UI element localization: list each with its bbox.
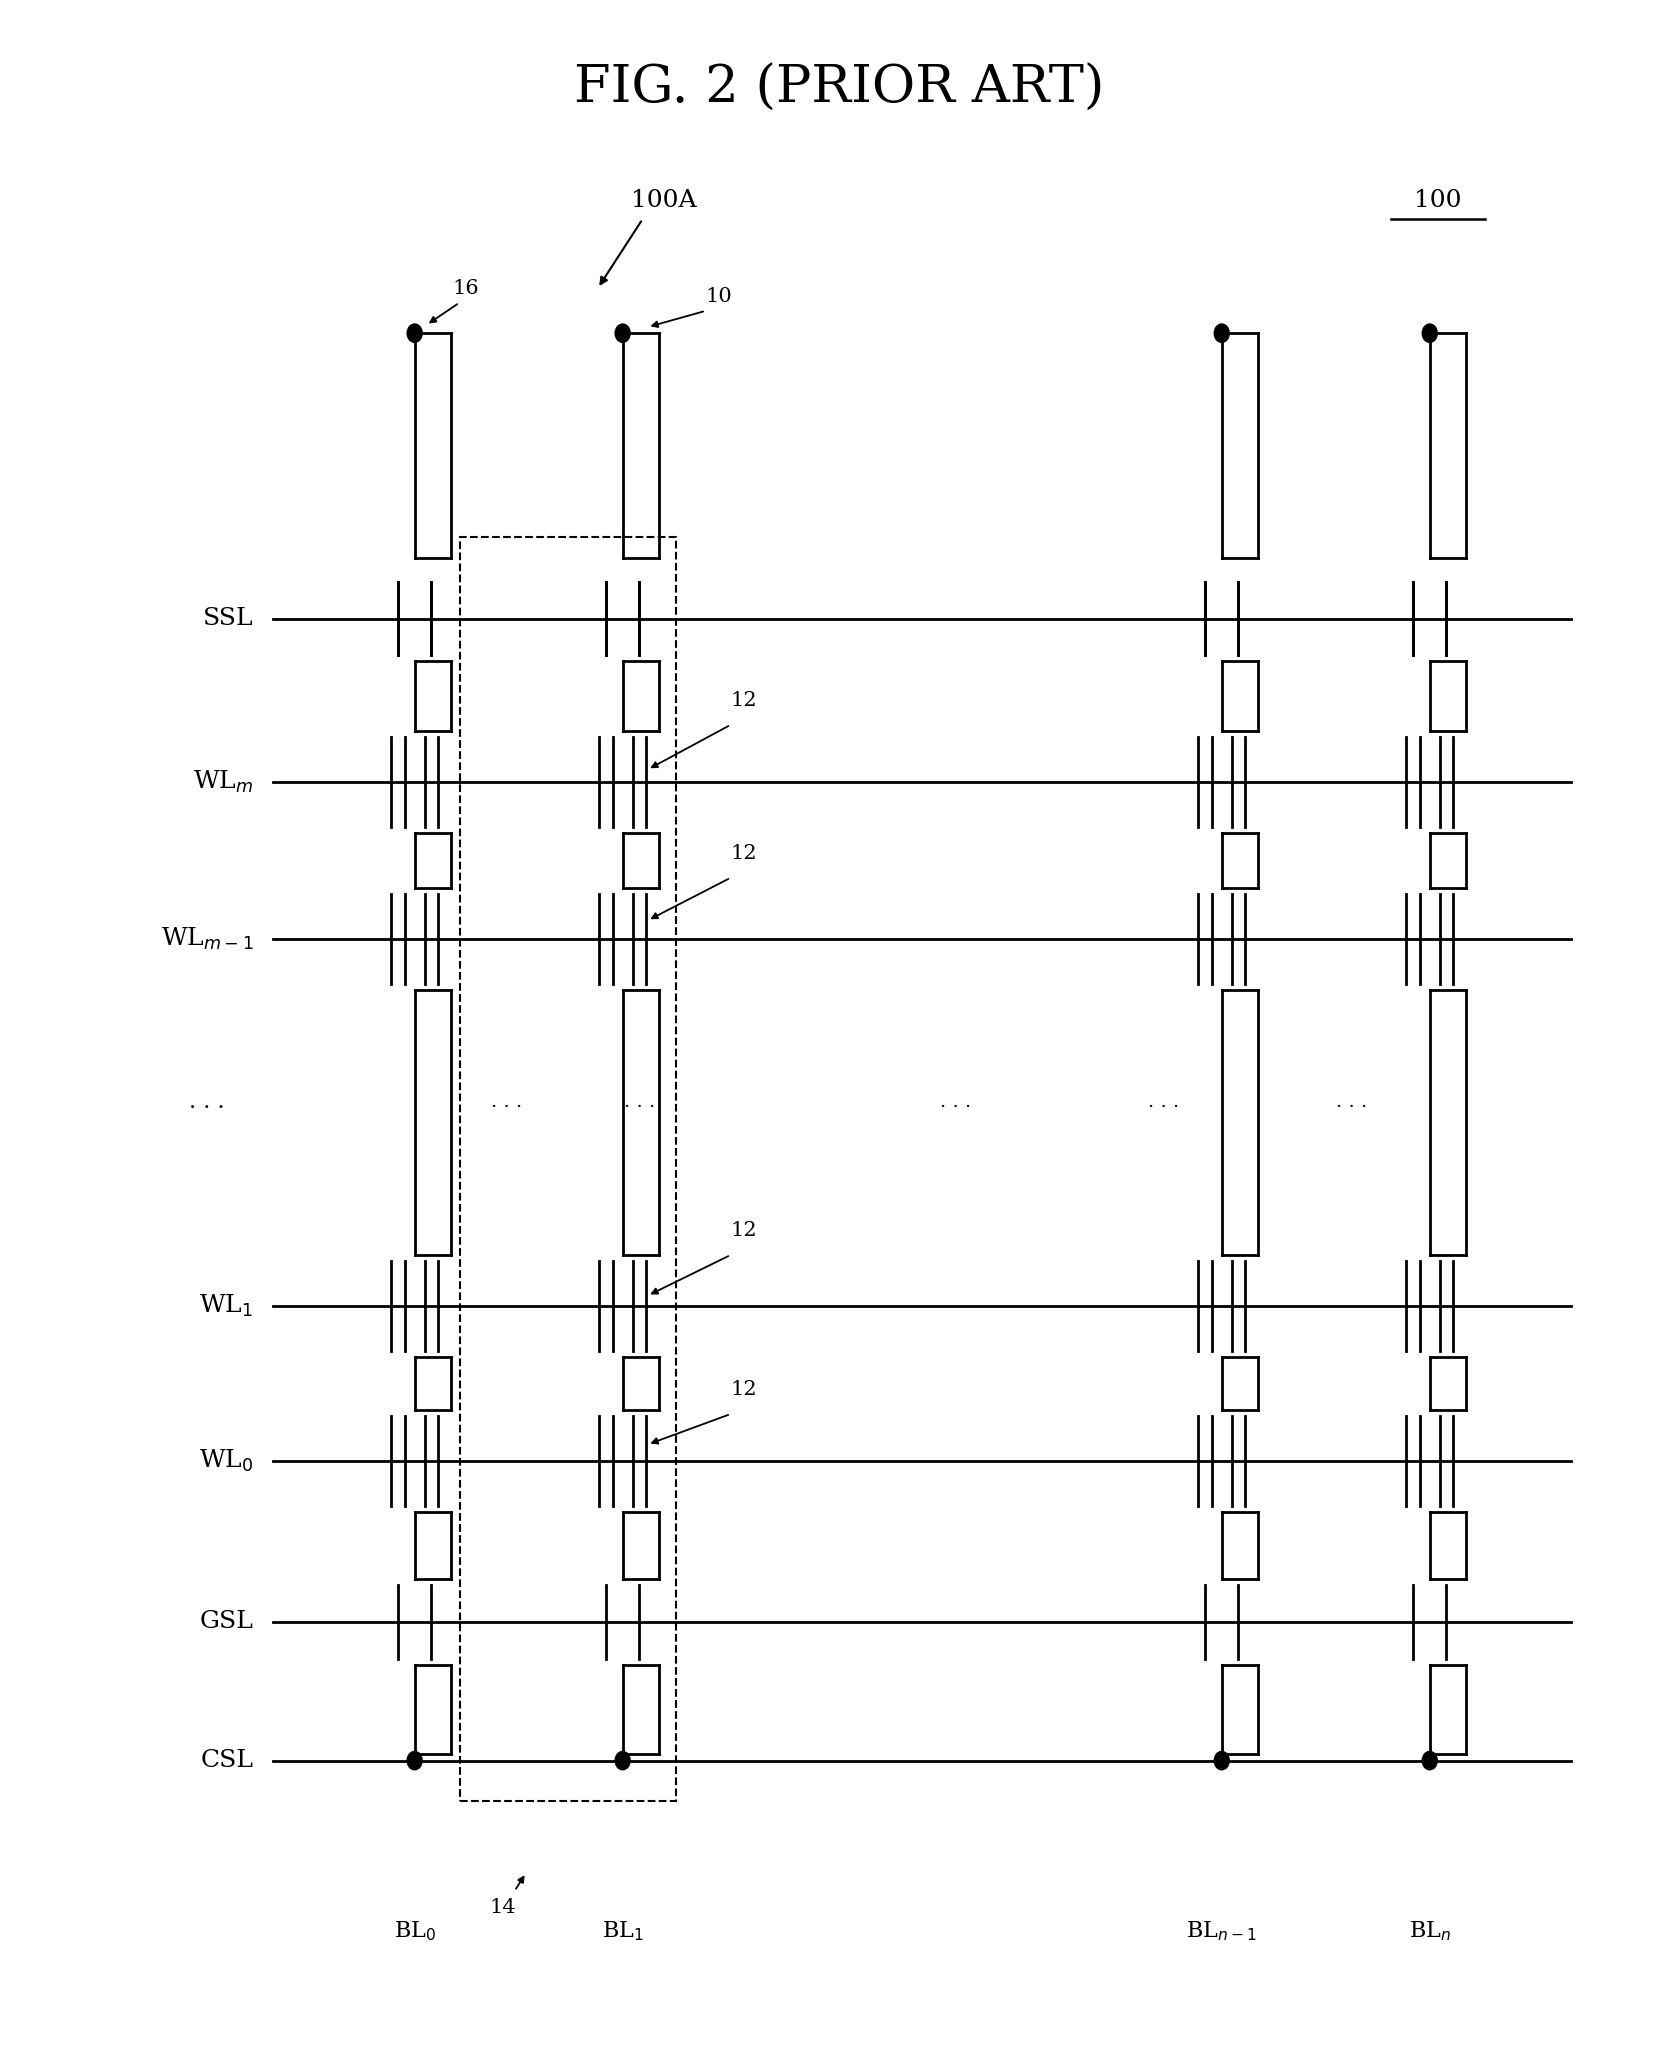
Text: WL$_{m-1}$: WL$_{m-1}$ bbox=[161, 926, 253, 953]
Circle shape bbox=[616, 324, 631, 343]
Text: 12: 12 bbox=[732, 690, 757, 710]
Text: WL$_m$: WL$_m$ bbox=[193, 768, 253, 795]
Text: 12: 12 bbox=[732, 844, 757, 862]
Text: SSL: SSL bbox=[203, 608, 253, 630]
Circle shape bbox=[408, 1751, 423, 1770]
Text: BL$_n$: BL$_n$ bbox=[1410, 1920, 1451, 1944]
Text: 12: 12 bbox=[732, 1222, 757, 1240]
Text: WL$_0$: WL$_0$ bbox=[198, 1447, 253, 1474]
Text: 16: 16 bbox=[453, 279, 480, 298]
Circle shape bbox=[616, 1751, 631, 1770]
Text: . . .: . . . bbox=[940, 1092, 972, 1111]
Text: . . .: . . . bbox=[490, 1092, 522, 1111]
Text: FIG. 2 (PRIOR ART): FIG. 2 (PRIOR ART) bbox=[574, 64, 1104, 115]
Text: 100A: 100A bbox=[631, 189, 696, 211]
Circle shape bbox=[1423, 1751, 1438, 1770]
Bar bbox=[460, 538, 676, 1800]
Text: GSL: GSL bbox=[200, 1610, 253, 1634]
Text: 100: 100 bbox=[1415, 189, 1462, 211]
Text: BL$_0$: BL$_0$ bbox=[394, 1920, 436, 1944]
Text: WL$_1$: WL$_1$ bbox=[200, 1293, 253, 1318]
Text: . . .: . . . bbox=[190, 1090, 225, 1113]
Text: . . .: . . . bbox=[1336, 1092, 1368, 1111]
Circle shape bbox=[1215, 324, 1230, 343]
Text: BL$_{n-1}$: BL$_{n-1}$ bbox=[1186, 1920, 1257, 1944]
Circle shape bbox=[1215, 1751, 1230, 1770]
Text: 14: 14 bbox=[490, 1897, 517, 1918]
Text: . . .: . . . bbox=[1148, 1092, 1180, 1111]
Circle shape bbox=[1423, 324, 1438, 343]
Text: . . .: . . . bbox=[624, 1092, 654, 1111]
Text: 12: 12 bbox=[732, 1380, 757, 1398]
Text: 10: 10 bbox=[706, 287, 733, 306]
Circle shape bbox=[408, 324, 423, 343]
Text: CSL: CSL bbox=[200, 1749, 253, 1772]
Text: BL$_1$: BL$_1$ bbox=[602, 1920, 644, 1944]
